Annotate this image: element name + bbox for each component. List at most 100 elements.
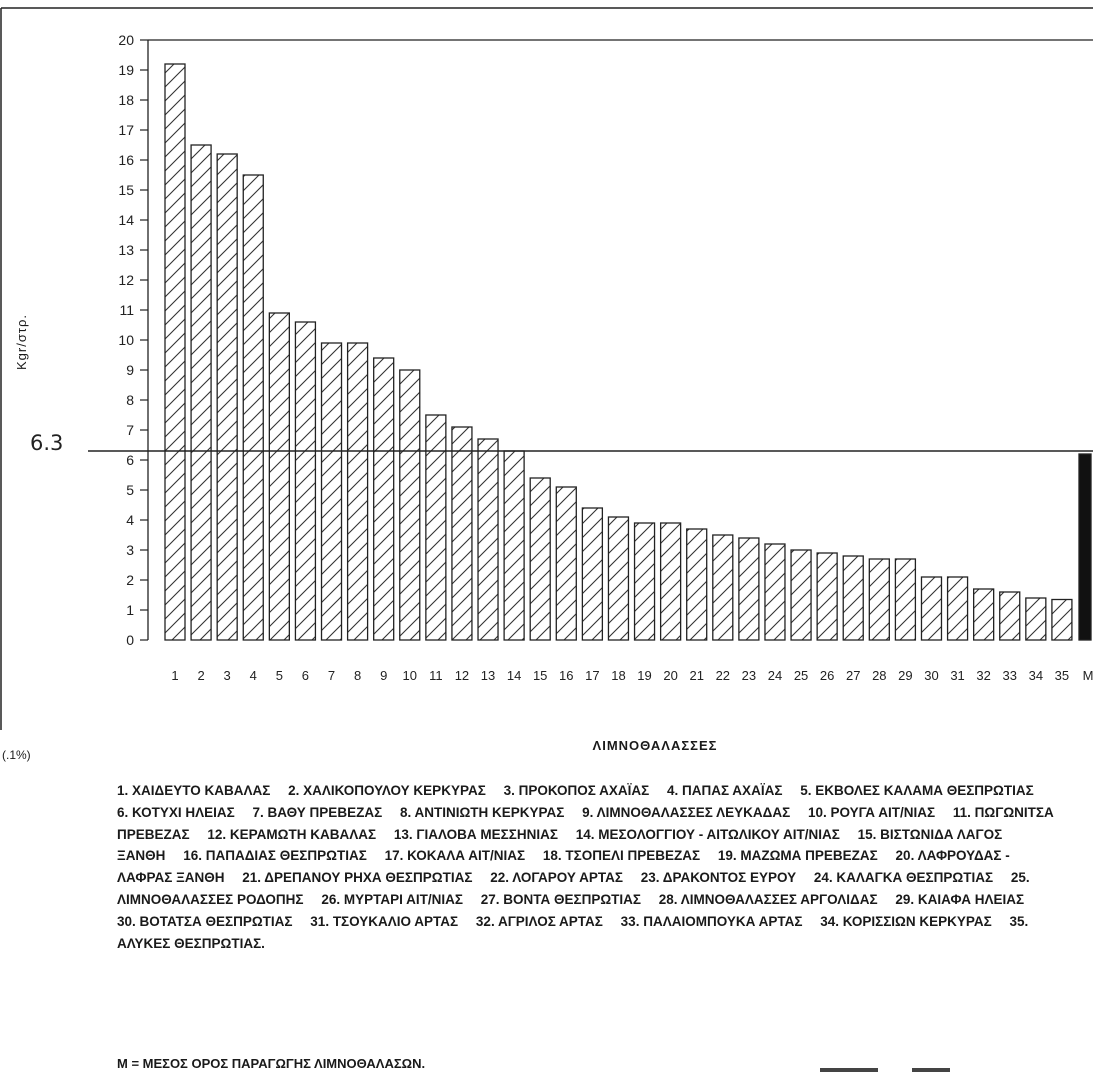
bar-23: [738, 537, 760, 641]
y-tick-label: 8: [126, 392, 134, 408]
bar-27: [842, 555, 864, 641]
legend-entry: 34. ΚΟΡΙΣΣΙΩΝ ΚΕΡΚΥΡΑΣ: [820, 913, 992, 929]
y-tick-label: 0: [126, 632, 134, 648]
bar-7: [320, 342, 343, 641]
legend-list: 1. ΧΑΙΔΕΥΤΟ ΚΑΒΑΛΑΣ 2. ΧΑΛΙΚΟΠΟΥΛΟΥ ΚΕΡΚ…: [117, 780, 1057, 954]
bar-17: [581, 507, 604, 641]
bar-4: [242, 174, 264, 641]
legend-entry: 17. ΚΟΚΑΛΑ ΑΙΤ/ΝΙΑΣ: [384, 848, 526, 864]
bar-35: [1051, 598, 1073, 641]
x-tick-label: 17: [585, 668, 599, 683]
y-tick-label: 18: [118, 92, 134, 108]
x-tick-label: 23: [742, 668, 756, 683]
x-tick-label: 35: [1055, 668, 1069, 683]
x-tick-label: 8: [354, 668, 361, 683]
x-tick-label: 5: [276, 668, 283, 683]
bar-5: [268, 312, 290, 641]
x-tick-label: 21: [689, 668, 703, 683]
bar-14: [503, 450, 525, 641]
x-tick-label: 27: [846, 668, 860, 683]
legend-entry: 35. ΑΛΥΚΕΣ ΘΕΣΠΡΩΤΙΑΣ.: [117, 913, 1029, 951]
bar-2: [190, 144, 212, 641]
bar-19: [633, 522, 656, 641]
x-tick-label: 15: [533, 668, 547, 683]
legend-entry: 30. ΒΟΤΑΤΣΑ ΘΕΣΠΡΩΤΙΑΣ: [117, 913, 293, 929]
legend-entry: 7. ΒΑΘΥ ΠΡΕΒΕΖΑΣ: [252, 804, 383, 820]
x-tick-label: 34: [1029, 668, 1043, 683]
x-tick-label: 22: [716, 668, 730, 683]
bar-34: [1025, 597, 1047, 641]
x-tick-label: 14: [507, 668, 521, 683]
y-tick-label: 15: [118, 182, 134, 198]
bar-21: [686, 528, 708, 641]
legend-entry: 14. ΜΕΣΟΛΟΓΓΙΟΥ - ΑΙΤΩΛΙΚΟΥ ΑΙΤ/ΝΙΑΣ: [575, 826, 840, 842]
bar-8: [346, 342, 369, 641]
y-tick-label: 20: [118, 32, 134, 48]
legend-entry: 20. ΛΑΦΡΟΥΔΑΣ - ΛΑΦΡΑΣ ΞΑΝΘΗ: [117, 848, 1010, 886]
x-tick-label: M: [1083, 668, 1093, 683]
y-tick-label: 17: [118, 122, 134, 138]
bar-18: [607, 516, 630, 641]
x-tick-label: 13: [481, 668, 495, 683]
reference-line-label: 6.3: [30, 431, 63, 455]
legend-entry: 5. ΕΚΒΟΛΕΣ ΚΑΛΑΜΑ ΘΕΣΠΡΩΤΙΑΣ: [800, 783, 1034, 798]
y-tick-label: 9: [126, 362, 134, 378]
y-tick-label: 19: [118, 62, 134, 78]
legend-entry: 3. ΠΡΟΚΟΠΟΣ ΑΧΑΪΑΣ: [503, 783, 650, 798]
bar-22: [712, 534, 734, 641]
legend-entry: 6. ΚΟΤΥΧΙ ΗΛΕΙΑΣ: [117, 804, 235, 820]
x-tick-label: 26: [820, 668, 834, 683]
legend-entry: 11. ΠΩΓΩΝΙΤΣΑ ΠΡΕΒΕΖΑΣ: [117, 804, 1054, 842]
x-tick-label: 1: [171, 668, 178, 683]
x-tick-label: 32: [976, 668, 990, 683]
bar-20: [659, 522, 682, 641]
y-tick-label: 7: [126, 422, 134, 438]
legend-entry: 24. ΚΑΛΑΓΚΑ ΘΕΣΠΡΩΤΙΑΣ: [813, 870, 994, 886]
x-tick-label: 31: [950, 668, 964, 683]
bar-3: [216, 153, 238, 641]
legend-entry: 1. ΧΑΙΔΕΥΤΟ ΚΑΒΑΛΑΣ: [117, 783, 271, 798]
y-tick-label: 1: [126, 602, 134, 618]
bar-24: [764, 543, 786, 641]
y-tick-label: 11: [119, 302, 134, 318]
y-tick-label: 3: [126, 542, 134, 558]
y-tick-label: 5: [126, 482, 134, 498]
legend-entry: 21. ΔΡΕΠΑΝΟΥ ΡΗΧΑ ΘΕΣΠΡΩΤΙΑΣ: [242, 870, 473, 886]
legend-entry: 4. ΠΑΠΑΣ ΑΧΑΪΑΣ: [666, 783, 783, 798]
reference-line: 6.3: [30, 431, 1093, 455]
bar-13: [477, 438, 499, 641]
decorative-mark: [820, 1068, 878, 1072]
legend-entry: 29. ΚΑΙΑΦΑ ΗΛΕΙΑΣ: [895, 891, 1025, 907]
legend-entry: 22. ΛΟΓΑΡΟΥ ΑΡΤΑΣ: [490, 870, 623, 886]
bar-mean: [1078, 453, 1092, 641]
legend-entry: 19. ΜΑΖΩΜΑ ΠΡΕΒΕΖΑΣ: [717, 848, 878, 864]
y-axis-label: Kgr/στρ.: [14, 313, 29, 370]
bar-30: [920, 576, 943, 641]
side-note: (.1%): [2, 748, 31, 762]
legend-entry: 25. ΛΙΜΝΟΘΑΛΑΣΣΕΣ ΡΟΔΟΠΗΣ: [117, 870, 1030, 907]
x-tick-label: 20: [663, 668, 677, 683]
legend-entry: 2. ΧΑΛΙΚΟΠΟΥΛΟΥ ΚΕΡΚΥΡΑΣ: [288, 783, 486, 798]
y-tick-label: 16: [118, 152, 134, 168]
bar-31: [946, 576, 969, 641]
x-tick-label: 12: [455, 668, 469, 683]
x-tick-label: 16: [559, 668, 573, 683]
x-tick-label: 2: [197, 668, 204, 683]
x-tick-label: 25: [794, 668, 808, 683]
bar-11: [425, 414, 447, 641]
x-tick-label: 10: [403, 668, 417, 683]
x-axis-tick-labels: 1 2 3 4 5 6 7 8 9 10 11 12 13 14 15 16 17 18 19 20 21 22 23 24 2…: [171, 668, 1093, 683]
legend-entry: 8. ΑΝΤΙΝΙΩΤΗ ΚΕΡΚΥΡΑΣ: [399, 804, 565, 820]
x-tick-label: 18: [611, 668, 625, 683]
y-tick-label: 14: [118, 212, 134, 228]
legend-entry: 18. ΤΣΟΠΕΛΙ ΠΡΕΒΕΖΑΣ: [542, 848, 701, 864]
x-tick-label: 33: [1003, 668, 1017, 683]
legend-entry: 26. ΜΥΡΤΑΡΙ ΑΙΤ/ΝΙΑΣ: [321, 891, 463, 907]
bars: [164, 63, 1092, 641]
bar-25: [790, 549, 812, 641]
legend-entry: 23. ΔΡΑΚΟΝΤΟΣ ΕΥΡΟΥ: [640, 870, 797, 886]
bar-15: [529, 477, 551, 641]
y-tick-label: 6: [126, 452, 134, 468]
bar-32: [973, 588, 995, 641]
